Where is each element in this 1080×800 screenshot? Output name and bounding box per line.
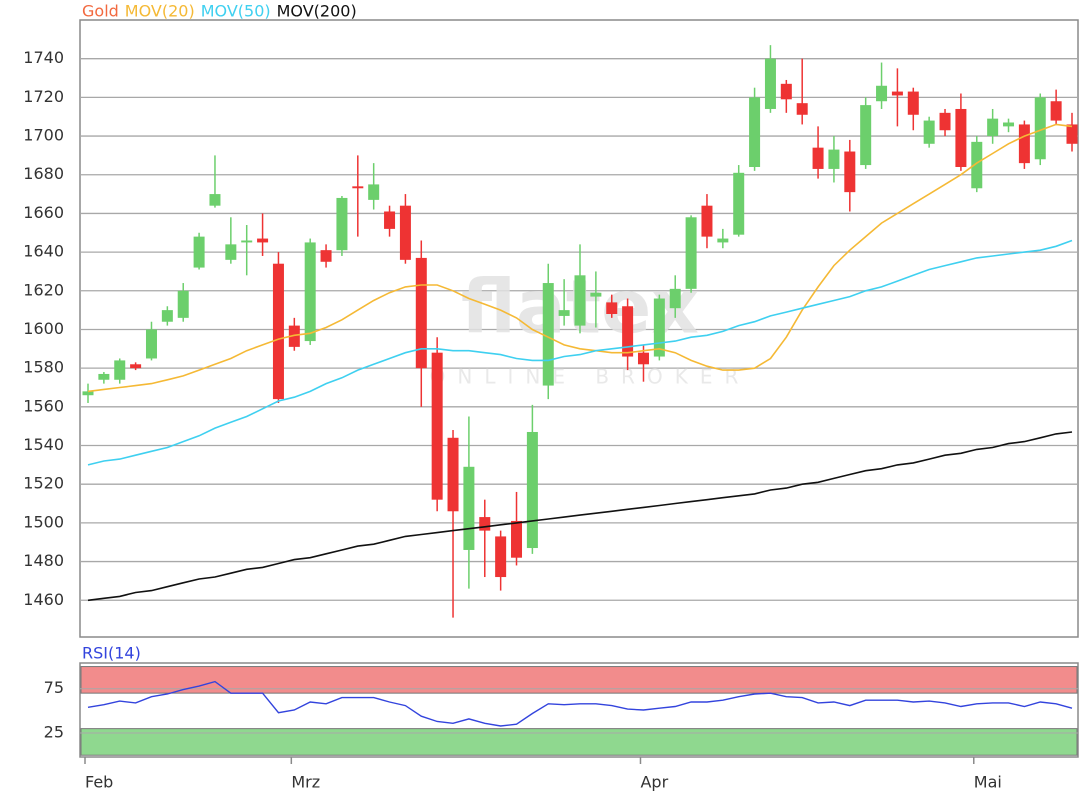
candle-body — [98, 373, 110, 380]
candle-body — [431, 352, 443, 500]
y-tick-label: 1720 — [23, 87, 64, 106]
y-tick-label: 75 — [44, 678, 64, 697]
candle-body — [637, 352, 649, 365]
candle-body — [891, 91, 903, 96]
candle-body — [685, 217, 697, 289]
price-panel: 1460 1480 1500 1520 1540 1560 1580 1600 1620 1640… — [23, 45, 1078, 618]
candle-body — [622, 306, 634, 357]
candle-body — [114, 360, 126, 380]
candle-body — [225, 244, 237, 260]
candle-body — [336, 197, 348, 251]
moving-average-line — [87, 431, 1073, 602]
candle-body — [257, 238, 269, 243]
candle-body — [812, 147, 824, 169]
y-tick-label: 1560 — [23, 396, 64, 415]
candle-body — [780, 83, 792, 100]
y-tick-label: 1740 — [23, 48, 64, 67]
candle-body — [701, 205, 713, 237]
candle-body — [717, 238, 729, 243]
candle-body — [288, 325, 300, 347]
candle-body — [130, 364, 142, 369]
candle-body — [193, 236, 205, 268]
y-tick-label: 1660 — [23, 203, 64, 222]
candle-body — [415, 257, 427, 369]
y-tick-label: 1520 — [23, 474, 64, 493]
candle-body — [241, 240, 253, 243]
x-tick-label: Mrz — [291, 773, 320, 792]
legend-entry: MOV(50) — [201, 2, 271, 21]
candle-body — [320, 250, 332, 262]
candle-body — [764, 58, 776, 109]
candle-body — [796, 103, 808, 115]
y-tick-label: 1620 — [23, 280, 64, 299]
candle-body — [1003, 122, 1015, 127]
rsi-title: RSI(14) — [82, 644, 141, 663]
legend-entry: Gold — [82, 2, 119, 21]
y-tick-label: 1700 — [23, 126, 64, 145]
candle-body — [145, 329, 157, 359]
x-tick-label: Apr — [640, 773, 668, 792]
candle-body — [939, 112, 951, 131]
candle-body — [304, 242, 316, 342]
candle-body — [955, 108, 967, 167]
candle-body — [733, 172, 745, 235]
y-tick-label: 1640 — [23, 242, 64, 261]
price-plot-frame — [79, 19, 1079, 638]
y-tick-label: 1480 — [23, 551, 64, 570]
candle-body — [399, 205, 411, 260]
watermark-tagline: ONLINE BROKER — [430, 365, 751, 389]
candle-body — [749, 97, 761, 167]
candle-body — [352, 186, 364, 189]
candle-body — [971, 141, 983, 189]
y-tick-label: 1460 — [23, 590, 64, 609]
y-tick-label: 1680 — [23, 164, 64, 183]
legend-entry: MOV(20) — [125, 2, 195, 21]
candle-body — [479, 517, 491, 531]
candle-body — [606, 302, 618, 314]
candle-body — [82, 391, 94, 396]
candle-body — [907, 91, 919, 115]
candle-body — [526, 431, 538, 549]
candle-body — [844, 151, 856, 193]
candle-body — [447, 437, 459, 512]
candle-body — [463, 466, 475, 550]
candle-body — [542, 283, 554, 386]
candle-body — [574, 275, 586, 326]
rsi-line — [87, 680, 1073, 727]
candle-body — [209, 194, 221, 206]
candle-body — [384, 211, 396, 229]
candle-body — [1066, 124, 1078, 144]
candle-body — [177, 290, 189, 318]
candle-body — [653, 298, 665, 357]
candle-body — [495, 536, 507, 578]
y-tick-label: 1500 — [23, 512, 64, 531]
moving-average-line — [87, 123, 1073, 393]
candle-body — [923, 120, 935, 144]
rsi-panel: 25 75 — [44, 666, 1078, 756]
y-tick-label: 1540 — [23, 435, 64, 454]
candle-body — [876, 85, 888, 102]
x-tick-label: Mai — [974, 773, 1002, 792]
legend-entry: MOV(200) — [277, 2, 357, 21]
candle-body — [1034, 97, 1046, 160]
candle-body — [590, 292, 602, 297]
candle-body — [511, 520, 523, 558]
candle-body — [987, 118, 999, 137]
y-tick-label: 1600 — [23, 319, 64, 338]
candle-body — [161, 310, 173, 322]
candle-body — [1018, 124, 1030, 164]
candle-body — [828, 149, 840, 169]
candle-body — [558, 310, 570, 316]
candle-body — [669, 288, 681, 309]
candle-body — [368, 184, 380, 200]
candle-body — [272, 263, 284, 400]
y-tick-label: 1580 — [23, 358, 64, 377]
moving-average-line — [87, 239, 1073, 466]
candle-body — [860, 105, 872, 166]
candle-body — [1050, 101, 1062, 121]
x-tick-label: Feb — [85, 773, 113, 792]
y-tick-label: 25 — [44, 723, 64, 742]
